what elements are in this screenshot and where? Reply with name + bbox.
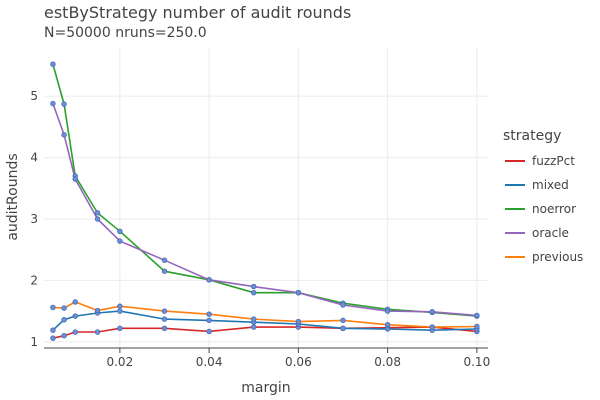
legend-label-oracle: oracle (532, 226, 569, 240)
data-point-oracle (72, 176, 78, 182)
data-point-oracle (251, 283, 257, 290)
y-tick-label: 3 (30, 212, 38, 226)
data-point-fuzzPct (61, 333, 67, 339)
data-point-oracle (384, 308, 391, 314)
y-tick-label: 5 (30, 89, 38, 103)
data-point-oracle (429, 309, 435, 315)
data-point-mixed (72, 313, 78, 319)
x-axis-title: margin (241, 380, 290, 396)
x-tick-label: 0.10 (463, 355, 490, 369)
legend-label-mixed: mixed (532, 178, 569, 192)
grid (44, 47, 488, 348)
data-point-noerror (251, 290, 257, 296)
data-point-oracle (206, 277, 212, 283)
data-point-mixed (161, 316, 168, 322)
data-point-fuzzPct (72, 329, 78, 335)
data-point-noerror (61, 101, 67, 107)
data-point-previous (474, 323, 480, 330)
data-point-fuzzPct (251, 324, 257, 330)
y-tick-label: 4 (30, 151, 38, 165)
legend: strategy fuzzPct mixed noerror oracle previo… (503, 128, 583, 264)
data-point-oracle (94, 216, 101, 222)
legend-label-fuzzPct: fuzzPct (532, 154, 575, 168)
data-point-oracle (295, 290, 302, 296)
data-point-noerror (117, 228, 123, 234)
data-point-fuzzPct (50, 335, 56, 341)
data-point-noerror (50, 61, 56, 67)
data-point-oracle (50, 100, 56, 107)
data-point-previous (117, 303, 123, 309)
y-axis-title: auditRounds (5, 153, 21, 240)
series-line-fuzzPct (52, 326, 477, 339)
data-point-fuzzPct (206, 328, 212, 335)
series-line-oracle (52, 103, 477, 317)
data-point-fuzzPct (161, 325, 168, 332)
x-tick-label: 0.06 (285, 355, 312, 369)
data-point-oracle (474, 312, 480, 319)
data-point-previous (50, 304, 56, 311)
plot-area (50, 61, 480, 341)
chart-title: estByStrategy number of audit rounds (44, 3, 351, 22)
data-point-previous (206, 311, 212, 317)
data-point-oracle (340, 302, 346, 308)
data-point-mixed (206, 317, 212, 324)
axes: 0.02 0.04 0.06 0.08 0.10 1 2 3 4 5 (30, 89, 490, 369)
x-tick-label: 0.08 (374, 355, 401, 369)
data-point-mixed (117, 308, 123, 314)
data-point-mixed (61, 317, 67, 323)
data-point-previous (161, 308, 168, 314)
data-point-fuzzPct (94, 329, 101, 335)
data-point-mixed (50, 327, 56, 333)
data-point-previous (295, 318, 302, 325)
data-point-previous (340, 317, 346, 324)
legend-title: strategy (503, 128, 561, 144)
data-point-previous (61, 305, 67, 311)
data-point-previous (251, 316, 257, 322)
data-point-previous (429, 324, 435, 330)
chart-subtitle: N=50000 nruns=250.0 (44, 25, 207, 41)
data-point-noerror (161, 268, 168, 274)
data-point-noerror (94, 210, 101, 216)
data-point-previous (72, 299, 78, 305)
x-tick-label: 0.04 (196, 355, 223, 369)
data-point-previous (94, 307, 101, 314)
y-tick-label: 1 (30, 335, 38, 349)
data-point-oracle (161, 257, 168, 263)
data-point-fuzzPct (117, 325, 123, 332)
x-tick-label: 0.02 (106, 355, 133, 369)
series-line-noerror (52, 63, 477, 317)
legend-label-noerror: noerror (532, 202, 576, 216)
legend-label-previous: previous (532, 250, 583, 264)
data-point-oracle (117, 238, 123, 244)
data-point-oracle (61, 132, 67, 138)
y-tick-label: 2 (30, 273, 38, 287)
data-point-mixed (340, 325, 346, 332)
data-point-previous (384, 321, 391, 328)
